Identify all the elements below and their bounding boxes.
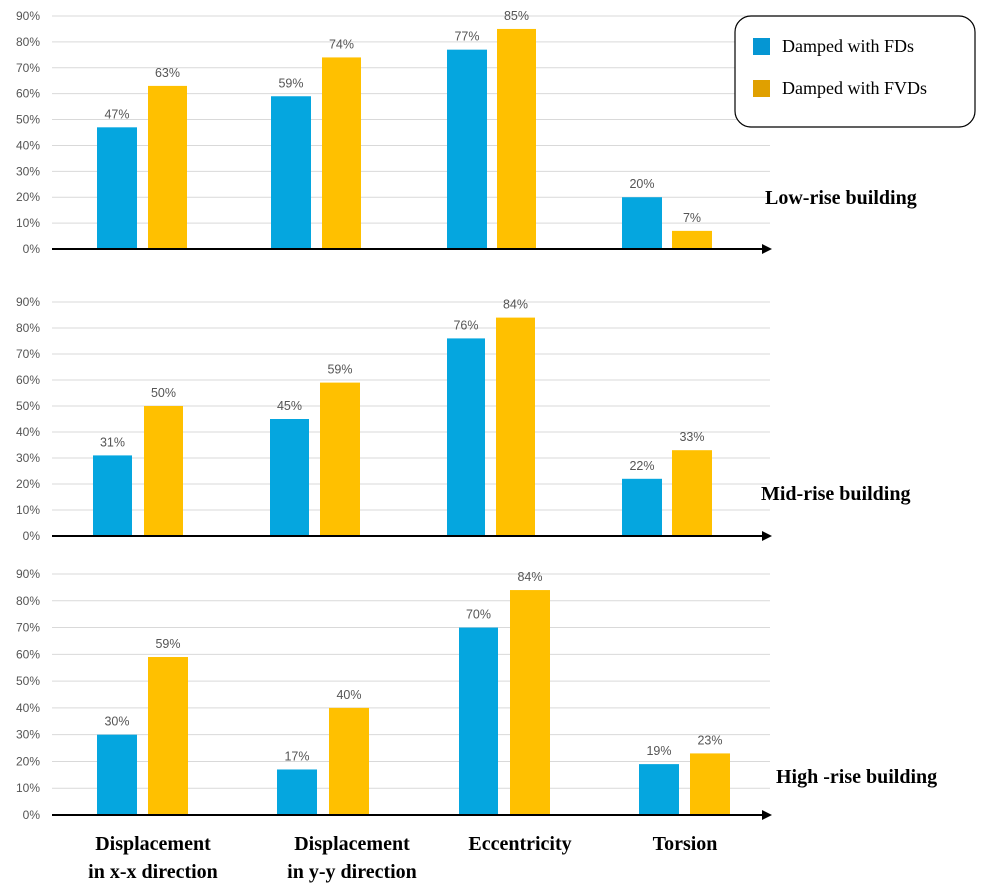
y-tick-label: 50%: [16, 113, 40, 127]
y-tick-label: 30%: [16, 728, 40, 742]
data-label: 20%: [629, 177, 654, 191]
bar-fvds: [144, 406, 183, 536]
y-tick-label: 80%: [16, 594, 40, 608]
y-tick-label: 10%: [16, 216, 40, 230]
x-category-label: Displacement: [294, 833, 410, 855]
y-tick-label: 20%: [16, 754, 40, 768]
data-label: 47%: [104, 107, 129, 121]
legend-label: Damped with FVDs: [782, 78, 927, 98]
data-label: 84%: [517, 570, 542, 584]
y-tick-label: 0%: [23, 529, 41, 543]
data-label: 31%: [100, 435, 125, 449]
y-tick-label: 60%: [16, 647, 40, 661]
y-tick-label: 0%: [23, 808, 41, 822]
y-tick-label: 70%: [16, 61, 40, 75]
data-label: 74%: [329, 37, 354, 51]
legend-swatch: [753, 80, 770, 97]
y-tick-label: 40%: [16, 425, 40, 439]
y-tick-label: 60%: [16, 87, 40, 101]
y-tick-label: 60%: [16, 373, 40, 387]
bar-fds: [622, 197, 662, 249]
data-label: 50%: [151, 386, 176, 400]
x-category-label: Eccentricity: [468, 833, 571, 855]
bar-fds: [97, 734, 137, 815]
bar-fds: [270, 419, 309, 536]
bar-fvds: [148, 657, 188, 815]
x-axis-arrow: [762, 244, 772, 254]
y-tick-label: 90%: [16, 9, 40, 23]
y-tick-label: 0%: [23, 242, 41, 256]
bar-fvds: [672, 450, 712, 536]
bar-fds: [622, 478, 662, 536]
data-label: 59%: [155, 637, 180, 651]
bar-fvds: [497, 28, 536, 250]
bar-fvds: [322, 57, 361, 249]
y-tick-label: 80%: [16, 321, 40, 335]
bar-fds: [447, 49, 487, 250]
bar-fds: [447, 338, 485, 536]
data-label: 59%: [327, 363, 352, 377]
bar-fds: [639, 764, 679, 815]
bar-fvds: [329, 707, 369, 815]
data-label: 22%: [629, 459, 654, 473]
data-label: 17%: [284, 749, 309, 763]
x-category-label: in x-x direction: [88, 861, 218, 883]
panel-title: High -rise building: [776, 766, 937, 788]
bar-fds: [271, 96, 311, 249]
y-tick-label: 30%: [16, 164, 40, 178]
y-tick-label: 30%: [16, 451, 40, 465]
data-label: 77%: [454, 30, 479, 44]
bar-fds: [277, 769, 317, 815]
x-axis-arrow: [762, 531, 772, 541]
y-tick-label: 20%: [16, 477, 40, 491]
data-label: 33%: [679, 430, 704, 444]
y-tick-label: 90%: [16, 295, 40, 309]
data-label: 45%: [277, 399, 302, 413]
x-category-label: Displacement: [95, 833, 211, 855]
y-tick-label: 70%: [16, 347, 40, 361]
bar-fds: [459, 627, 498, 815]
data-label: 30%: [104, 715, 129, 729]
y-tick-label: 40%: [16, 701, 40, 715]
data-label: 7%: [683, 211, 701, 225]
y-tick-label: 80%: [16, 35, 40, 49]
bar-fvds: [672, 230, 712, 249]
panel-title: Mid-rise building: [761, 483, 910, 505]
data-label: 63%: [155, 66, 180, 80]
y-tick-label: 20%: [16, 190, 40, 204]
y-tick-label: 40%: [16, 138, 40, 152]
x-category-label: Torsion: [653, 833, 718, 855]
legend-box: [734, 15, 976, 128]
data-label: 23%: [697, 733, 722, 747]
legend-label: Damped with FDs: [782, 36, 914, 56]
data-label: 76%: [453, 318, 478, 332]
data-label: 40%: [336, 688, 361, 702]
bar-fvds: [320, 382, 360, 536]
y-tick-label: 50%: [16, 399, 40, 413]
y-tick-label: 50%: [16, 674, 40, 688]
bar-fvds: [510, 590, 550, 815]
x-category-label: in y-y direction: [287, 861, 417, 883]
data-label: 70%: [466, 608, 491, 622]
y-tick-label: 90%: [16, 567, 40, 581]
panel-title: Low-rise building: [765, 187, 917, 209]
data-label: 19%: [646, 744, 671, 758]
bar-fvds: [496, 317, 535, 536]
data-label: 84%: [503, 298, 528, 312]
y-tick-label: 10%: [16, 503, 40, 517]
data-label: 85%: [504, 9, 529, 23]
data-label: 59%: [278, 76, 303, 90]
bar-fvds: [148, 85, 187, 250]
x-axis-arrow: [762, 810, 772, 820]
y-tick-label: 70%: [16, 621, 40, 635]
y-tick-label: 10%: [16, 781, 40, 795]
bar-fds: [97, 127, 137, 249]
bar-fds: [93, 455, 132, 536]
legend-swatch: [753, 38, 770, 55]
bar-fvds: [690, 753, 730, 815]
